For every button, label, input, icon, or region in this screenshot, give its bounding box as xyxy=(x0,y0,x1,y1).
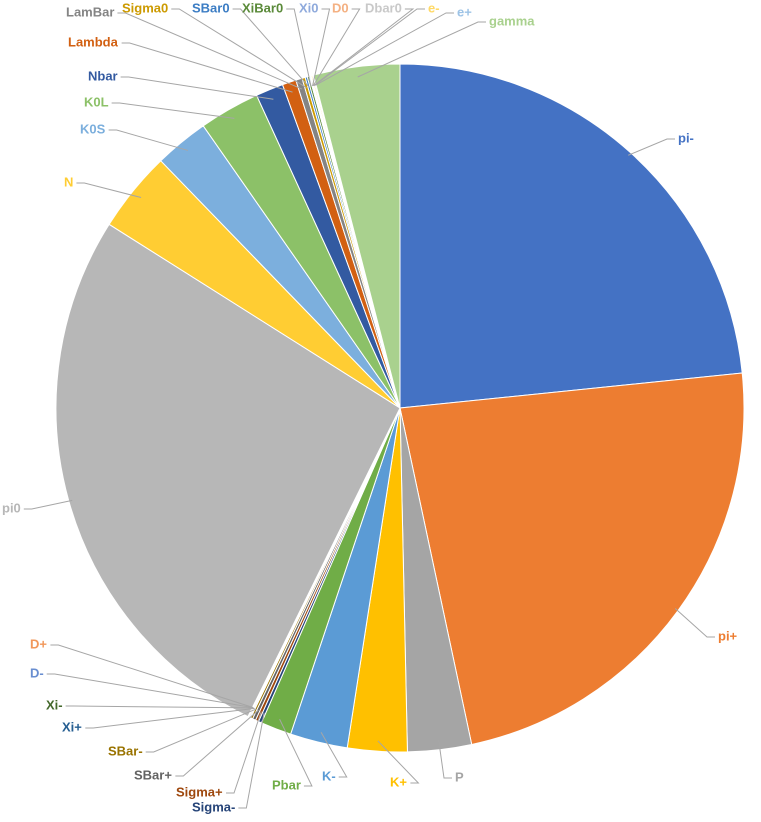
leader-line xyxy=(145,708,257,753)
leader-line xyxy=(121,42,293,93)
slice-label: D+ xyxy=(30,636,47,651)
leader-line xyxy=(357,21,486,78)
slice-label: D- xyxy=(30,665,44,680)
leader-line xyxy=(314,8,425,86)
slice-label: pi- xyxy=(678,130,694,145)
leader-line xyxy=(108,129,189,151)
leader-line xyxy=(315,12,454,86)
slice-label: e+ xyxy=(457,4,472,19)
leader-line xyxy=(171,8,307,89)
pie-slice xyxy=(399,63,743,409)
leader-line xyxy=(175,709,259,777)
slice-label: K+ xyxy=(390,774,407,789)
slice-label: Nbar xyxy=(88,68,118,83)
leader-line xyxy=(23,499,73,510)
slice-label: Pbar xyxy=(272,777,301,792)
leader-line xyxy=(438,739,452,779)
leader-line xyxy=(226,711,262,794)
leader-line xyxy=(320,731,348,778)
leader-line xyxy=(312,8,331,87)
leader-line xyxy=(117,12,303,90)
leader-line xyxy=(238,712,265,809)
leader-line xyxy=(65,705,254,709)
leader-line xyxy=(279,718,313,787)
leader-line xyxy=(46,673,254,709)
slice-label: Sigma- xyxy=(192,799,235,814)
slice-label: LamBar xyxy=(66,4,114,19)
leader-line xyxy=(286,8,312,87)
slice-label: K- xyxy=(322,768,336,783)
slice-label: Sigma+ xyxy=(176,784,223,799)
slice-label: Xi- xyxy=(46,697,63,712)
leader-line xyxy=(674,608,715,638)
leader-line xyxy=(111,102,235,119)
leader-line xyxy=(628,138,675,156)
slice-label: XiBar0 xyxy=(242,0,283,15)
slice-label: D0 xyxy=(332,0,349,15)
slice-label: e- xyxy=(428,0,440,15)
slice-label: K0L xyxy=(84,94,109,109)
slice-label: P xyxy=(455,769,464,784)
slice-label: pi+ xyxy=(718,628,738,643)
slice-label: Xi0 xyxy=(299,0,319,15)
leader-line xyxy=(313,8,415,87)
slice-label: N xyxy=(64,174,73,189)
leader-line xyxy=(232,8,310,88)
slice-label: pi0 xyxy=(2,500,21,515)
pie-slice xyxy=(312,63,401,409)
slice-label: SBar- xyxy=(108,743,143,758)
slice-label: Xi+ xyxy=(62,719,82,734)
leader-line xyxy=(377,740,420,784)
slice-label: K0S xyxy=(80,121,106,136)
slice-label: Sigma0 xyxy=(122,0,168,15)
slice-label: gamma xyxy=(489,13,535,28)
leader-line xyxy=(120,76,274,100)
slice-label: SBar+ xyxy=(134,767,172,782)
leader-line xyxy=(312,8,361,87)
leader-line xyxy=(50,644,253,708)
slice-label: SBar0 xyxy=(192,0,230,15)
leader-line xyxy=(76,182,142,199)
leader-line xyxy=(85,707,255,729)
slice-label: Lambda xyxy=(68,34,119,49)
slice-label: Dbar0 xyxy=(365,0,402,15)
